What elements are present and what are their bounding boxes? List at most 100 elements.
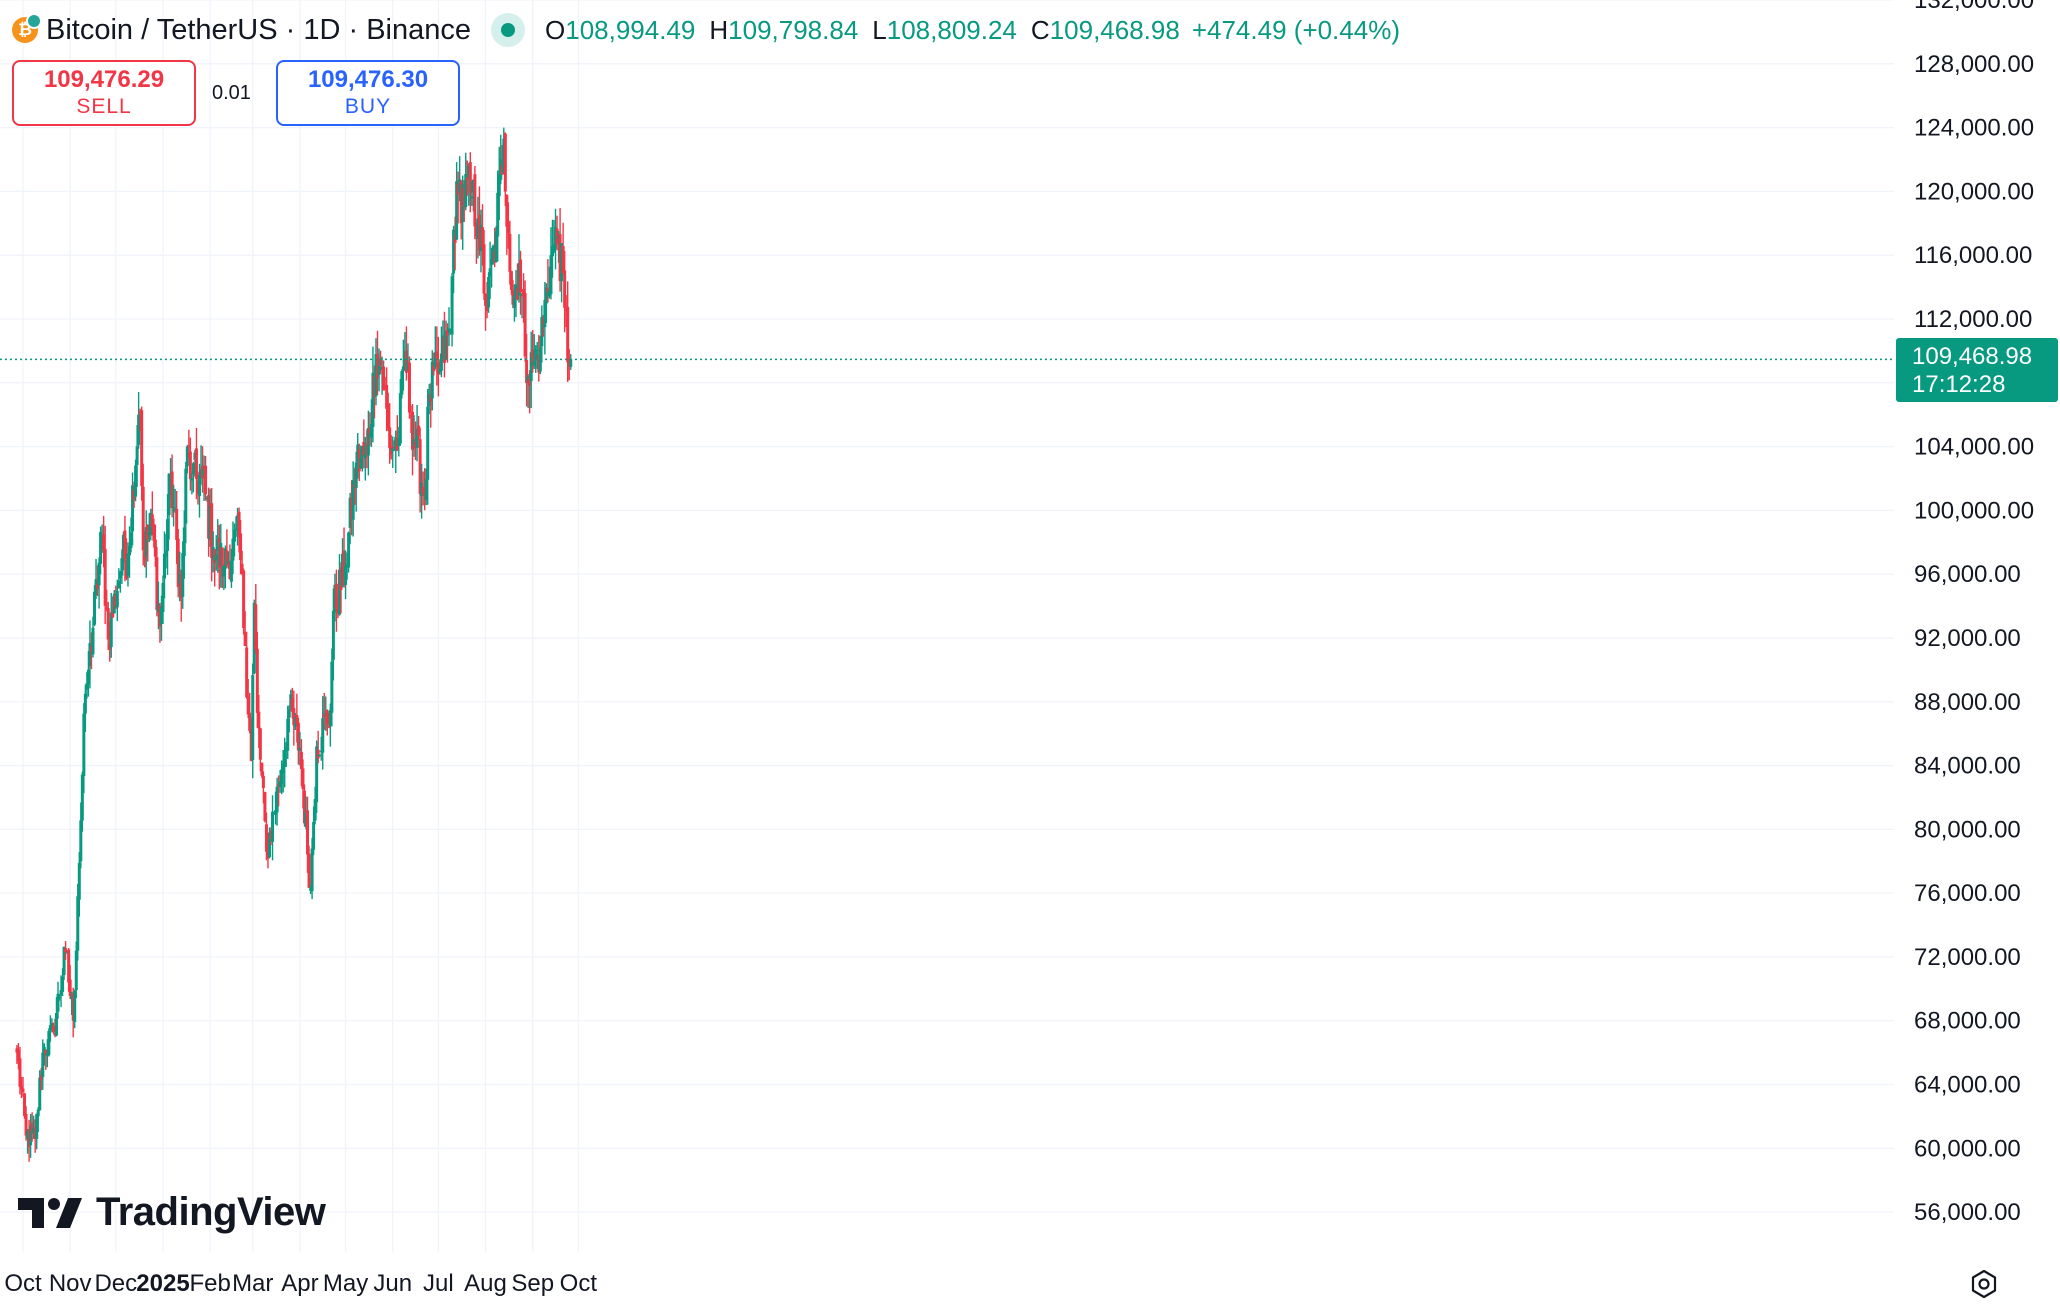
candle-body bbox=[389, 446, 393, 455]
candle-body bbox=[540, 316, 544, 347]
candle-body bbox=[336, 605, 340, 614]
candle-body bbox=[313, 798, 317, 821]
candle-body bbox=[169, 475, 173, 478]
candlestick-series bbox=[15, 127, 573, 1162]
candle-body bbox=[531, 349, 535, 364]
candle-body bbox=[404, 350, 408, 373]
candle-body bbox=[496, 192, 500, 237]
market-status-icon[interactable] bbox=[491, 13, 525, 47]
candle-body bbox=[444, 330, 448, 360]
candle-body bbox=[141, 486, 145, 551]
candle-body bbox=[137, 414, 141, 445]
candle-body bbox=[327, 726, 331, 728]
candle-body bbox=[357, 449, 361, 472]
candle-body bbox=[100, 534, 104, 536]
candle-body bbox=[467, 165, 471, 178]
candle-body bbox=[369, 424, 373, 438]
candle-body bbox=[79, 820, 83, 862]
candle-body bbox=[204, 465, 208, 495]
x-tick-label: Jul bbox=[423, 1270, 454, 1297]
candle-body bbox=[237, 511, 241, 538]
candle-body bbox=[269, 830, 273, 839]
tradingview-logo[interactable]: TradingView bbox=[18, 1190, 326, 1235]
candle-body bbox=[117, 581, 121, 589]
price-axis[interactable]: 56,000.00 60,000.00 64,000.00 68,000.00 72,0… bbox=[1914, 0, 2034, 1226]
y-tick-label: 116,000.00 bbox=[1914, 242, 2032, 269]
candle-body bbox=[461, 184, 465, 223]
candle-body bbox=[484, 294, 488, 306]
candle-body bbox=[30, 1122, 34, 1132]
candle-body bbox=[61, 976, 65, 992]
candle-body bbox=[333, 584, 337, 613]
chart-grid bbox=[0, 0, 1894, 1252]
candle-body bbox=[53, 1033, 57, 1036]
y-tick-label: 88,000.00 bbox=[1914, 689, 2021, 716]
chart-settings-button[interactable] bbox=[1966, 1266, 2002, 1302]
candle-body bbox=[124, 560, 128, 579]
candle-body bbox=[29, 1125, 33, 1146]
candle-body bbox=[477, 214, 481, 251]
candle-body bbox=[162, 553, 166, 579]
candle-body bbox=[372, 375, 376, 397]
y-tick-label: 124,000.00 bbox=[1914, 115, 2034, 142]
x-tick-label: Nov bbox=[49, 1270, 92, 1297]
candle-body bbox=[193, 452, 197, 460]
time-axis[interactable]: Oct Nov Dec 2025 Feb Mar Apr May Jun Jul Aug Sep Oct bbox=[4, 1270, 597, 1297]
candle-body bbox=[555, 228, 559, 245]
candle-body bbox=[249, 731, 253, 761]
candle-body bbox=[330, 661, 334, 713]
candle-body bbox=[173, 507, 177, 509]
candle-body bbox=[360, 445, 364, 457]
candle-body bbox=[205, 497, 209, 500]
candle-body bbox=[334, 583, 338, 609]
candle-body bbox=[64, 948, 68, 953]
bar-countdown: 17:12:28 bbox=[1912, 371, 2006, 398]
candle-body bbox=[511, 290, 515, 305]
candle-body bbox=[325, 710, 329, 725]
candle-body bbox=[228, 561, 232, 580]
y-tick-label: 132,000.00 bbox=[1914, 0, 2034, 14]
candle-body bbox=[544, 287, 548, 304]
symbol-title[interactable]: Bitcoin / TetherUS · 1D · Binance bbox=[46, 13, 471, 46]
candle-body bbox=[222, 566, 226, 577]
candle-body bbox=[505, 195, 509, 227]
candle-body bbox=[103, 548, 107, 606]
candle-body bbox=[465, 177, 469, 180]
candle-body bbox=[351, 480, 355, 520]
candle-body bbox=[68, 979, 72, 996]
candle-body bbox=[266, 849, 270, 859]
candle-body bbox=[368, 427, 372, 434]
candle-body bbox=[150, 514, 154, 527]
open-value: 108,994.49 bbox=[565, 14, 696, 45]
candle-body bbox=[48, 1025, 52, 1031]
candle-body bbox=[175, 508, 179, 540]
candle-body bbox=[363, 445, 367, 459]
candle-body bbox=[97, 562, 101, 586]
candle-body bbox=[490, 259, 494, 265]
candle-body bbox=[191, 463, 195, 475]
candle-body bbox=[102, 534, 106, 551]
candle-body bbox=[392, 446, 396, 449]
candle-body bbox=[474, 225, 478, 237]
candle-body bbox=[86, 669, 90, 684]
candle-body bbox=[18, 1058, 22, 1087]
candle-body bbox=[435, 351, 439, 361]
candle-body bbox=[274, 810, 278, 815]
candle-body bbox=[534, 349, 538, 361]
sell-button[interactable]: 109,476.29 SELL bbox=[12, 60, 196, 126]
buy-label: BUY bbox=[344, 95, 392, 118]
buy-button[interactable]: 109,476.30 BUY bbox=[276, 60, 460, 126]
candle-body bbox=[354, 462, 358, 489]
y-tick-label: 72,000.00 bbox=[1914, 944, 2021, 971]
candle-body bbox=[292, 708, 296, 726]
candle-body bbox=[106, 608, 110, 640]
candle-body bbox=[366, 428, 370, 456]
candle-body bbox=[442, 337, 446, 363]
candle-body bbox=[71, 993, 75, 1021]
candle-body bbox=[202, 469, 206, 476]
candle-body bbox=[319, 750, 323, 752]
last-price-value: 109,468.98 bbox=[1912, 343, 2033, 370]
candle-body bbox=[532, 360, 536, 366]
candle-body bbox=[27, 1128, 31, 1147]
